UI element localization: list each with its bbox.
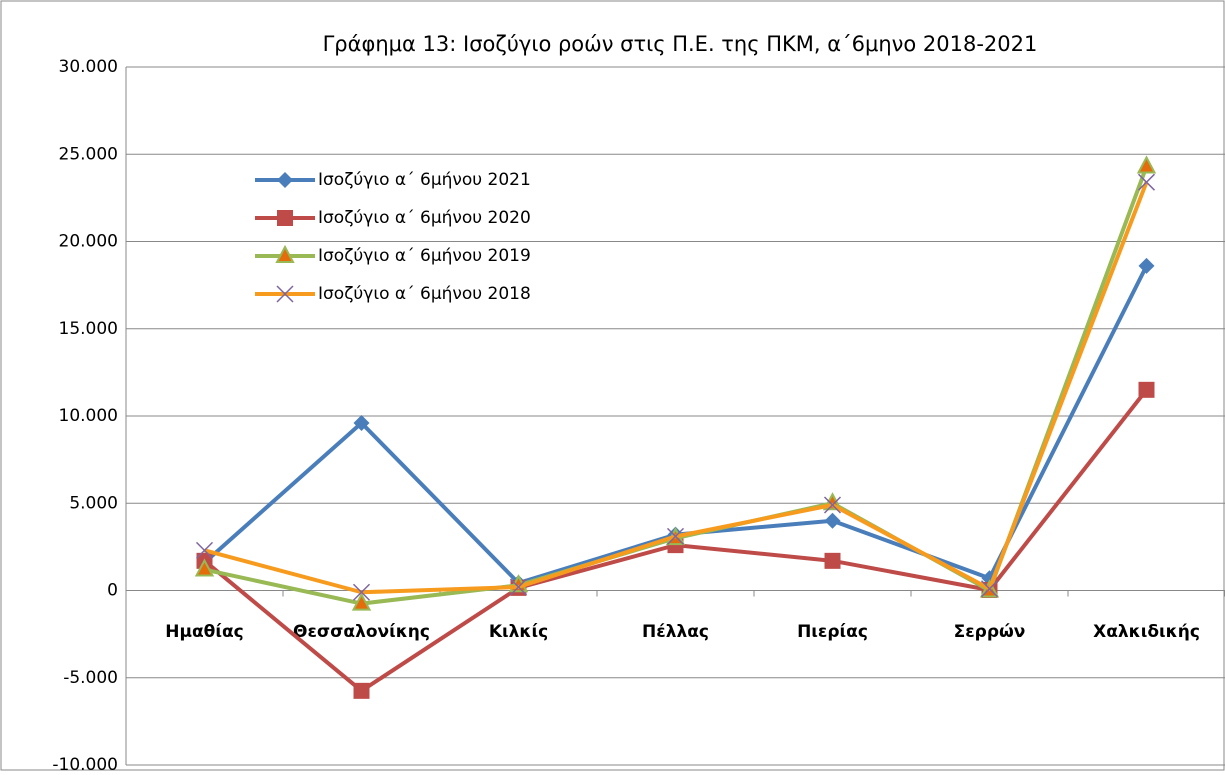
x-tick-label: Πιερίας [797, 622, 868, 642]
x-tick-label: Κιλκίς [489, 622, 548, 642]
marker [1137, 173, 1156, 191]
marker [277, 172, 293, 188]
marker [1138, 257, 1155, 274]
marker [194, 558, 215, 577]
marker [352, 583, 371, 601]
y-tick-label: 5.000 [69, 493, 118, 513]
chart-title: Γράφημα 13: Ισοζύγιο ροών στις Π.Ε. της … [323, 32, 1038, 56]
marker [277, 210, 293, 226]
marker [509, 578, 528, 596]
x-tick-label: Πέλλας [642, 622, 709, 642]
legend-label: Ισοζύγιο α΄ 6μήνου 2020 [318, 208, 531, 228]
x-tick-label: Σερρών [954, 622, 1026, 642]
marker [1136, 155, 1157, 174]
marker [666, 527, 685, 545]
marker [275, 244, 295, 263]
y-tick-label: 20.000 [59, 232, 118, 252]
y-tick-label: 15.000 [59, 319, 118, 339]
marker [824, 552, 841, 569]
x-tick-label: Χαλκιδικής [1093, 622, 1200, 642]
marker [1138, 381, 1155, 398]
y-tick-label: -5.000 [63, 668, 118, 688]
marker [824, 512, 841, 529]
marker [351, 592, 372, 611]
y-tick-label: 0 [107, 581, 118, 601]
y-tick-label: 30.000 [59, 57, 118, 77]
marker [823, 496, 842, 514]
x-tick-label: Θεσσαλονίκης [293, 622, 430, 642]
marker [195, 541, 214, 559]
marker [276, 285, 294, 303]
marker [353, 682, 370, 699]
y-tick-label: 25.000 [59, 144, 118, 164]
y-tick-label: -10.000 [52, 755, 118, 771]
legend-label: Ισοζύγιο α΄ 6μήνου 2019 [318, 246, 531, 266]
x-tick-label: Ημαθίας [165, 622, 243, 642]
marker [980, 580, 999, 598]
legend-label: Ισοζύγιο α΄ 6μήνου 2018 [318, 284, 531, 304]
legend-label: Ισοζύγιο α΄ 6μήνου 2021 [318, 170, 531, 190]
y-tick-label: 10.000 [59, 406, 118, 426]
marker [353, 414, 370, 431]
